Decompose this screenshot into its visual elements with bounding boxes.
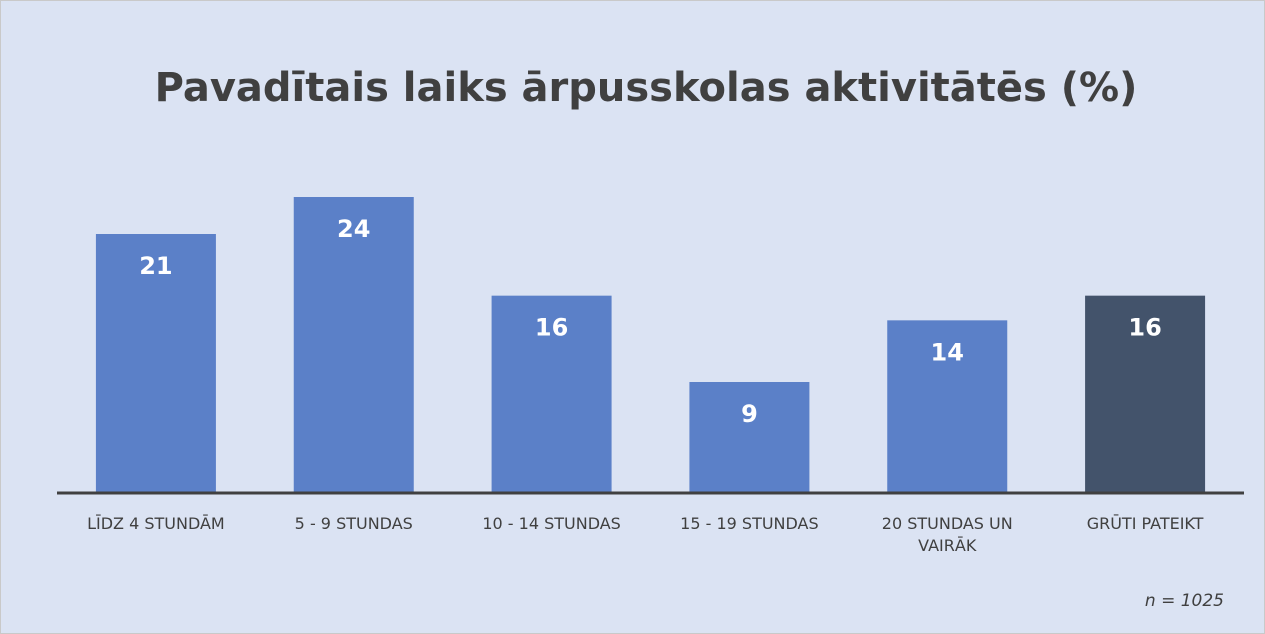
data-label: 16 — [535, 314, 568, 342]
data-label: 16 — [1128, 314, 1161, 342]
bar — [689, 382, 810, 493]
bar — [293, 197, 414, 493]
category-label: GRŪTI PATEIKT — [1086, 514, 1204, 533]
bar — [887, 320, 1008, 493]
annotation: n = 1025 — [1144, 591, 1224, 611]
chart-title: Pavadītais laiks ārpusskolas aktivitātēs… — [155, 65, 1138, 111]
data-label: 9 — [741, 400, 758, 428]
category-label: 5 - 9 STUNDAS — [294, 514, 413, 533]
bar — [95, 234, 216, 493]
category-label: 15 - 19 STUNDAS — [680, 514, 819, 533]
category-label: 10 - 14 STUNDAS — [482, 514, 621, 533]
data-label: 14 — [931, 338, 964, 366]
bar — [491, 295, 612, 493]
data-label: 24 — [337, 215, 370, 243]
bar — [1085, 295, 1206, 493]
category-label: LĪDZ 4 STUNDĀM — [87, 514, 225, 533]
data-label: 21 — [139, 252, 172, 280]
category-label: 20 STUNDAS UN VAIRĀK — [881, 514, 1013, 555]
